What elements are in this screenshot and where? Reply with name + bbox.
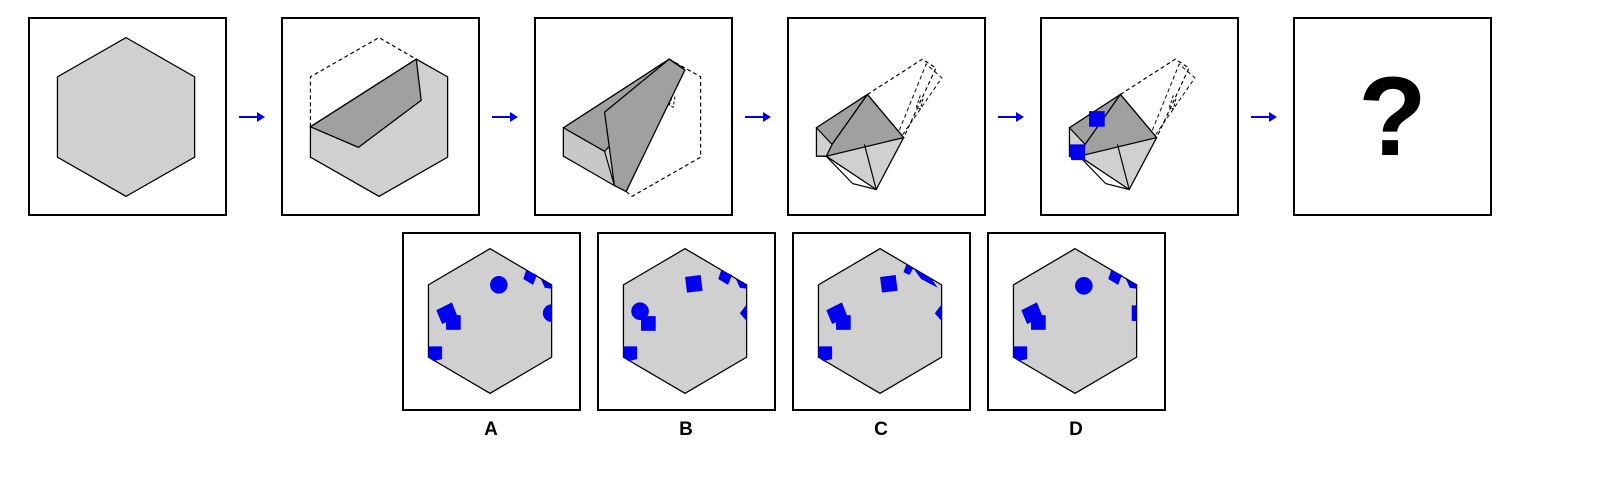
hole-edge-top-right xyxy=(523,270,537,285)
hole-edge-corner xyxy=(735,278,747,289)
fold-edge xyxy=(1078,155,1130,191)
step-5-panel xyxy=(1040,17,1239,216)
option-b-figure xyxy=(622,247,748,395)
dashed-outline-top xyxy=(1120,58,1190,138)
dashed-original-outline xyxy=(625,58,702,198)
dashed-outline-inner xyxy=(1149,63,1196,137)
option-a-panel[interactable] xyxy=(402,232,581,411)
step-3-figure xyxy=(562,58,702,198)
option-a-label[interactable]: A xyxy=(484,419,498,440)
hole-circle xyxy=(490,276,508,294)
option-d-label[interactable]: D xyxy=(1069,419,1083,440)
unfolded-hexagon xyxy=(817,247,943,395)
punch-square-hole xyxy=(1089,111,1105,127)
hole-square xyxy=(1031,315,1046,330)
option-b-panel[interactable] xyxy=(597,232,776,411)
hole-square xyxy=(446,315,461,330)
dashed-original-outline xyxy=(309,36,417,127)
hole-edge-corner xyxy=(540,278,552,289)
hole-edge-top-right xyxy=(913,268,938,288)
hole-square-edge xyxy=(818,346,833,362)
option-a-figure xyxy=(427,247,553,395)
hole-square xyxy=(836,315,851,330)
paper-hexagon xyxy=(56,36,196,198)
option-d-panel[interactable] xyxy=(987,232,1166,411)
dashed-outline-top xyxy=(867,58,937,138)
dashed-outline-inner xyxy=(896,63,943,137)
arrow-2 xyxy=(492,112,518,122)
hole-triangle-right xyxy=(934,304,942,322)
question-panel: ? xyxy=(1293,17,1492,216)
hole-semicircle-right xyxy=(542,304,552,322)
fold-edge xyxy=(825,155,877,191)
hole-square-edge xyxy=(1013,346,1028,362)
hole-triangle-right xyxy=(739,304,747,322)
arrow-4 xyxy=(998,112,1024,122)
hole-edge-corner xyxy=(1125,278,1137,289)
hole-edge-top-right xyxy=(718,270,732,285)
hole-square-edge xyxy=(428,346,443,362)
step-2-figure xyxy=(309,36,449,198)
hole-circle xyxy=(1075,277,1093,295)
option-b-label[interactable]: B xyxy=(679,419,693,440)
option-c-label[interactable]: C xyxy=(874,419,888,440)
folded-flap xyxy=(825,93,905,158)
hole-square-tilted xyxy=(880,275,898,293)
hole-edge-top xyxy=(903,264,914,276)
arrow-1 xyxy=(239,112,265,122)
step-3-panel xyxy=(534,17,733,216)
hole-edge-top-right xyxy=(1108,270,1122,285)
step-1-figure xyxy=(56,36,196,198)
punch-square-hole-edge xyxy=(1069,144,1086,161)
step-1-panel xyxy=(28,17,227,216)
hole-rect-right xyxy=(1131,305,1137,322)
dashed-crease-mark xyxy=(1168,95,1177,110)
arrow-5 xyxy=(1251,112,1277,122)
dashed-crease-mark xyxy=(915,95,924,110)
option-c-figure xyxy=(817,247,943,395)
option-d-figure xyxy=(1012,247,1138,395)
option-c-panel[interactable] xyxy=(792,232,971,411)
unfolded-hexagon xyxy=(1012,247,1138,395)
step-4-figure xyxy=(815,58,943,191)
step-4-panel xyxy=(787,17,986,216)
hole-square xyxy=(641,316,656,331)
hole-circle xyxy=(631,302,649,321)
step-5-figure xyxy=(1068,58,1196,191)
arrow-3 xyxy=(745,112,771,122)
folded-flap xyxy=(309,58,422,149)
hole-square-edge xyxy=(623,346,638,362)
second-flap xyxy=(603,58,686,193)
question-mark: ? xyxy=(1358,54,1427,179)
step-2-panel xyxy=(281,17,480,216)
hole-square-tilted xyxy=(685,275,703,293)
